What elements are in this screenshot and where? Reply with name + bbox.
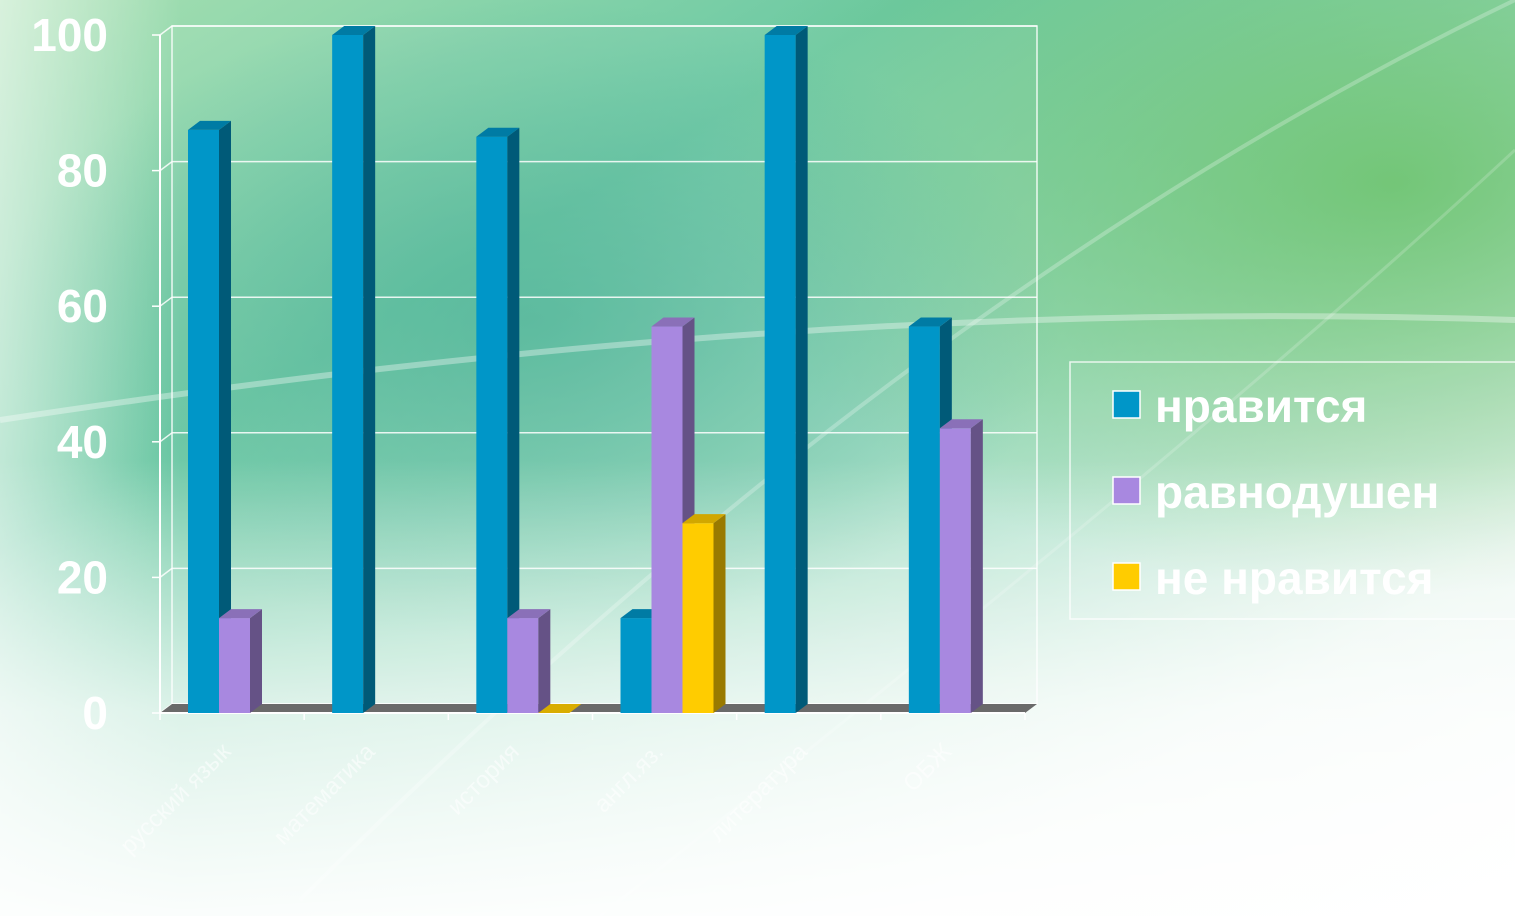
bar-top (939, 419, 983, 429)
bar-front (764, 35, 796, 713)
bar-front (908, 326, 940, 713)
y-tick-label: 100 (31, 9, 108, 61)
bar-side (219, 120, 231, 714)
legend-swatch (1112, 476, 1141, 505)
y-axis-tick-labels: 0 20 40 60 80 100 (31, 9, 108, 739)
bar-side (250, 609, 262, 713)
bar-front (507, 618, 539, 713)
bar-side (713, 514, 726, 713)
bar-top (682, 514, 726, 524)
legend-item: нравится (1112, 380, 1367, 432)
bar-top (332, 26, 376, 35)
y-tick-label: 40 (57, 416, 108, 468)
legend-swatch (1112, 562, 1141, 591)
bar-side (507, 127, 520, 713)
gridline-side (159, 296, 173, 307)
x-tick-label: литература (704, 738, 814, 848)
bars (188, 26, 983, 714)
bar (219, 609, 262, 713)
bar (764, 26, 808, 713)
bar (332, 26, 376, 713)
bar-side (970, 419, 983, 713)
legend-item: не нравится (1112, 552, 1434, 604)
y-tick-label: 20 (57, 551, 108, 603)
gridlines (159, 25, 1038, 714)
y-tick-label: 80 (57, 145, 108, 197)
axes (152, 34, 1037, 720)
x-tick-label: математика (268, 738, 381, 851)
legend-label: равнодушен (1155, 466, 1439, 518)
legend-item: равнодушен (1112, 466, 1439, 518)
bar (538, 704, 582, 713)
legend-label: не нравится (1155, 552, 1434, 604)
y-tick-label: 0 (82, 687, 108, 739)
x-tick-label: история (442, 738, 524, 820)
bar-front (476, 136, 508, 713)
bar-front (682, 523, 714, 713)
bar-front (651, 326, 683, 713)
legend-swatch (1112, 390, 1141, 419)
floor (160, 704, 1037, 713)
bar-front (188, 129, 219, 714)
legend-label: нравится (1155, 380, 1367, 432)
gridline-side (159, 432, 173, 443)
x-tick-label: русский язык (115, 738, 237, 860)
bar-front (332, 35, 364, 713)
bar-side (363, 26, 376, 713)
bar (507, 609, 551, 713)
legend-box (1069, 361, 1515, 620)
x-tick-label: англ.яз. (589, 738, 669, 818)
bar-top (476, 127, 520, 137)
bar-zero (538, 704, 582, 713)
bar (682, 514, 726, 713)
gridline-side (159, 161, 173, 172)
bar-top (764, 26, 808, 35)
bar-side (795, 26, 808, 713)
bar-front (620, 618, 652, 713)
bar-top (651, 317, 695, 327)
gridline-side (159, 25, 173, 36)
bar (939, 419, 983, 713)
x-tick-label: ОБЖ (898, 738, 957, 797)
bar (188, 120, 231, 714)
bar (476, 127, 520, 713)
bar-front (939, 428, 971, 713)
bar-top (188, 120, 231, 130)
bar (651, 317, 695, 713)
legend: нравится равнодушен не нравится (1069, 361, 1515, 620)
bar-top (507, 609, 551, 619)
bar-side (538, 609, 551, 713)
bar-front (219, 618, 250, 713)
bar-top (219, 609, 262, 619)
x-axis-tick-labels: русский язык математика история англ.яз. лит… (115, 738, 957, 860)
y-tick-label: 60 (57, 280, 108, 332)
gridline-side (159, 567, 173, 579)
bar-top (908, 317, 952, 327)
back-wall (171, 25, 1038, 705)
